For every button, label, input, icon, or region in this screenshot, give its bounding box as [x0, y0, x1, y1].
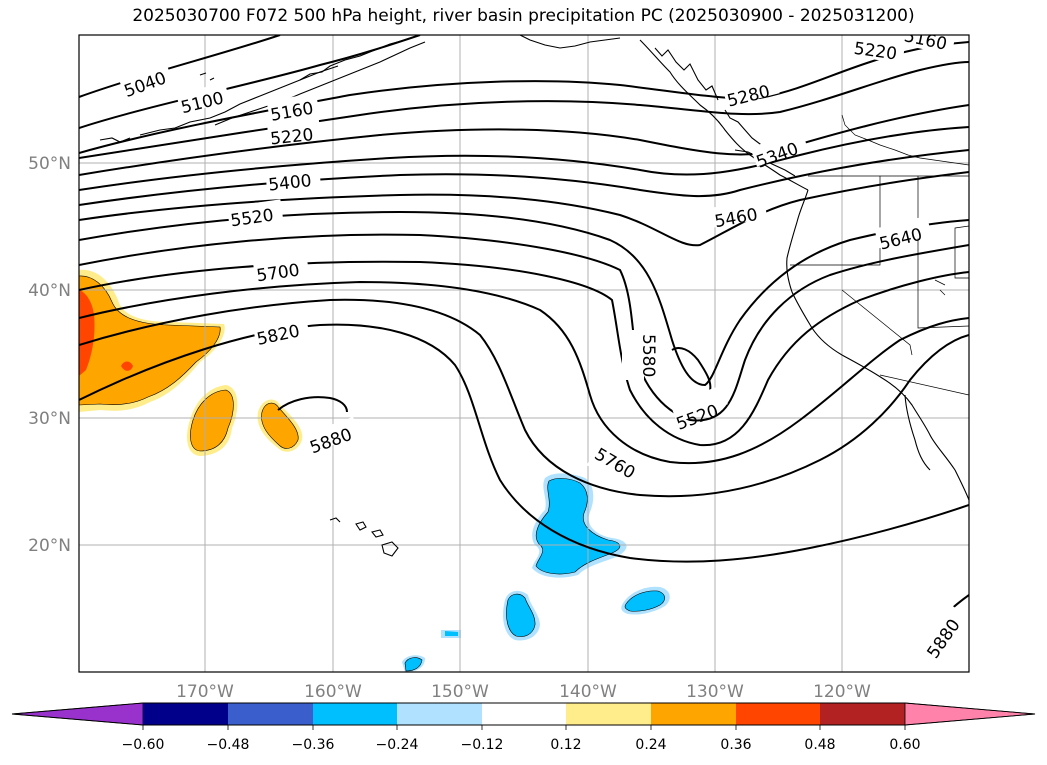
lon-label-160w: 160°W — [304, 682, 362, 702]
lat-label-50: 50°N — [28, 154, 71, 174]
colorbar-bin-6 — [566, 703, 651, 725]
negative-anomaly-blob-3 — [402, 630, 461, 672]
contour-label-5400: 5400 — [267, 171, 312, 195]
positive-anomaly-blob-1 — [187, 385, 238, 456]
negative-anomaly-blob-1 — [503, 590, 540, 641]
lon-label-140w: 140°W — [559, 682, 617, 702]
positive-anomaly-west — [79, 269, 225, 412]
colorbar-bin-8 — [736, 703, 820, 725]
colorbar-tick-1: −0.60 — [122, 737, 165, 753]
colorbar-tick-10: 0.60 — [889, 737, 920, 753]
plot-border — [78, 34, 970, 673]
colorbar-extend-left — [11, 702, 144, 726]
lat-label-30: 30°N — [28, 409, 71, 429]
colorbar-tick-3: −0.36 — [292, 737, 335, 753]
colorbar-bin-1 — [143, 703, 228, 725]
colorbar-bin-3 — [313, 703, 397, 725]
positive-anomaly-blob-2 — [257, 399, 303, 452]
plot-area — [79, 35, 969, 672]
colorbar-tick-6: 0.12 — [550, 737, 581, 753]
colorbar-tick-8: 0.36 — [720, 737, 751, 753]
lon-label-130w: 130°W — [686, 682, 744, 702]
colorbar-bin-5 — [482, 703, 566, 725]
contour-label-5220: 5220 — [269, 125, 314, 149]
colorbar-bin-7 — [651, 703, 736, 725]
lat-label-40: 40°N — [28, 281, 71, 301]
colorbar-tick-2: −0.48 — [207, 737, 250, 753]
negative-anomaly-blob-2 — [621, 586, 670, 615]
lon-label-170w: 170°W — [176, 682, 234, 702]
map-title: 2025030700 F072 500 hPa height, river ba… — [132, 6, 915, 26]
lat-label-20: 20°N — [28, 536, 71, 556]
colorbar-tick-4: −0.24 — [376, 737, 419, 753]
colorbar-bin-9 — [820, 703, 905, 725]
lon-label-120w: 120°W — [813, 682, 871, 702]
longitude-labels: 170°W 160°W 150°W 140°W 130°W 120°W — [176, 682, 871, 702]
lon-label-150w: 150°W — [431, 682, 489, 702]
colorbar-bin-2 — [228, 703, 313, 725]
colorbar-tick-7: 0.24 — [635, 737, 666, 753]
colorbar-tick-9: 0.48 — [804, 737, 835, 753]
colorbar-extend-right — [904, 702, 1036, 726]
colorbar: −0.60 −0.48 −0.36 −0.24 −0.12 0.12 0.24 … — [11, 702, 1036, 753]
latitude-labels: 50°N 40°N 30°N 20°N — [28, 154, 71, 556]
contour-label-5580: 5580 — [638, 334, 658, 377]
colorbar-tick-5: −0.12 — [461, 737, 504, 753]
colorbar-bin-4 — [397, 703, 482, 725]
